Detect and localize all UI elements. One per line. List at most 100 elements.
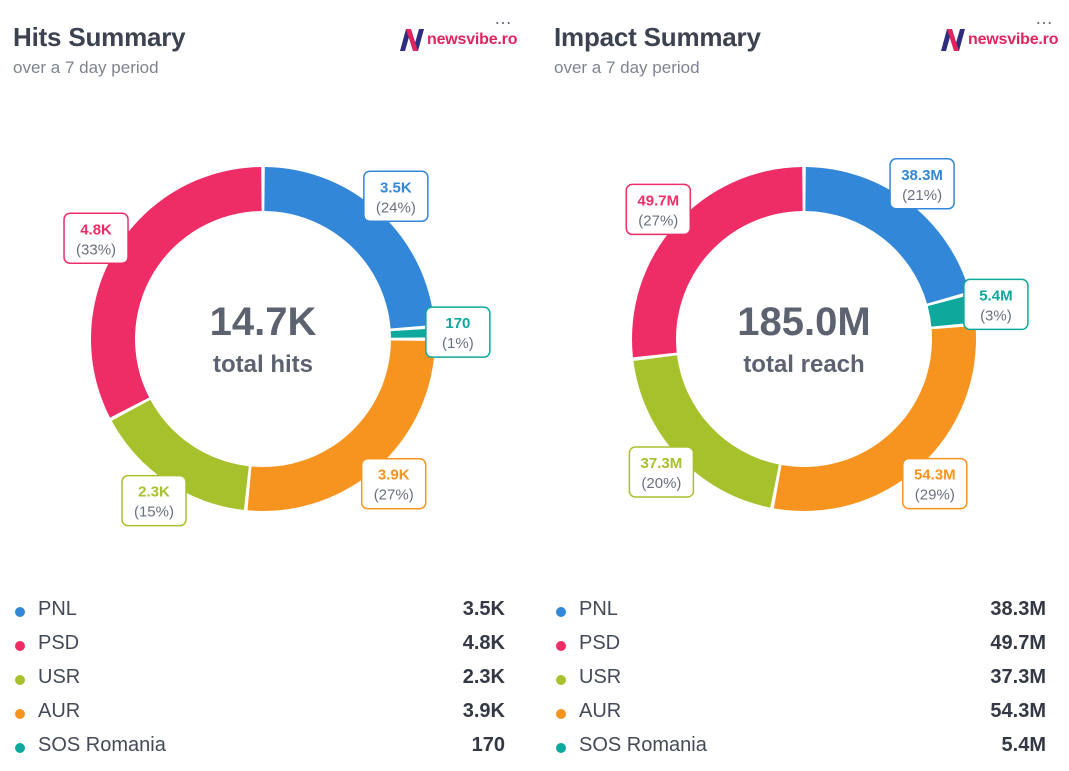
panel-title: Hits Summary: [13, 22, 186, 52]
logo-text: newsvibe.ro: [968, 31, 1059, 48]
data-label-box: [63, 212, 129, 265]
total-hits-label: total hits: [213, 351, 313, 378]
legend-dot-icon: [556, 743, 566, 753]
panel-subtitle: over a 7 day period: [554, 58, 700, 77]
data-label-pnl: 3.5K (24%): [363, 170, 429, 223]
data-label-box: [889, 158, 955, 210]
legend-value: 38.3M: [990, 598, 1046, 620]
data-label-aur: 54.3M (29%): [902, 457, 968, 510]
legend-label: PNL: [579, 598, 618, 620]
data-label-value: 4.8K: [80, 221, 112, 238]
legend-dot-icon: [15, 607, 25, 617]
data-label-value: 5.4M: [979, 287, 1012, 304]
data-label-percent: (24%): [376, 199, 416, 216]
data-label-box: [902, 457, 968, 510]
newsvibe-logo: newsvibe.ro: [939, 26, 1058, 54]
legend-dot-icon: [556, 607, 566, 617]
more-options-icon[interactable]: …: [1035, 8, 1054, 28]
data-label-percent: (3%): [980, 307, 1012, 324]
legend-label: SOS Romania: [38, 734, 166, 756]
legend-value: 37.3M: [990, 666, 1046, 688]
legend-item-pnl[interactable]: PNL 38.3M: [541, 595, 1061, 629]
slice-aur[interactable]: [247, 340, 435, 511]
data-label-aur: 3.9K (27%): [360, 457, 427, 510]
data-label-box: [963, 278, 1029, 331]
legend-label: USR: [579, 666, 622, 688]
impact-summary-panel: Impact Summary over a 7 day period newsv…: [541, 0, 1069, 771]
slice-psd[interactable]: [91, 167, 262, 418]
data-label-value: 54.3M: [914, 467, 956, 484]
legend-value: 3.9K: [462, 700, 505, 722]
data-label-percent: (29%): [915, 487, 955, 504]
data-label-value: 3.5K: [380, 179, 412, 196]
total-hits-value: 14.7K: [210, 300, 317, 344]
more-options-icon[interactable]: …: [494, 8, 513, 28]
legend-label: USR: [38, 666, 81, 688]
legend-item-pnl[interactable]: PNL 3.5K: [0, 595, 520, 629]
legend-item-usr[interactable]: USR 2.3K: [0, 663, 520, 697]
legend-item-sos-romania[interactable]: SOS Romania 170: [0, 731, 520, 765]
data-label-psd: 49.7M (27%): [625, 183, 692, 236]
data-label-pnl: 38.3M (21%): [889, 158, 955, 210]
data-label-percent: (27%): [374, 487, 414, 504]
data-label-value: 38.3M: [901, 167, 943, 184]
slice-usr[interactable]: [111, 399, 249, 510]
slice-usr[interactable]: [633, 355, 779, 508]
data-label-percent: (33%): [76, 241, 116, 258]
slice-sos-romania[interactable]: [390, 328, 435, 338]
legend-dot-icon: [15, 743, 25, 753]
legend-value: 49.7M: [990, 632, 1046, 654]
data-label-percent: (21%): [902, 187, 942, 204]
panel-subtitle: over a 7 day period: [13, 58, 159, 77]
legend-dot-icon: [556, 641, 566, 651]
legend-value: 54.3M: [990, 700, 1046, 722]
legend-dot-icon: [556, 675, 566, 685]
slice-aur[interactable]: [773, 325, 976, 512]
legend-value: 170: [471, 734, 505, 756]
legend-dot-icon: [556, 709, 566, 719]
legend-item-sos-romania[interactable]: SOS Romania 5.4M: [541, 731, 1061, 765]
data-label-sos-romania: 170 (1%): [425, 306, 491, 358]
data-label-percent: (1%): [442, 335, 474, 352]
data-label-value: 170: [445, 315, 470, 332]
legend-label: PSD: [579, 632, 621, 654]
data-label-box: [360, 457, 427, 510]
legend-label: AUR: [579, 700, 622, 722]
legend-item-usr[interactable]: USR 37.3M: [541, 663, 1061, 697]
total-reach-label: total reach: [743, 351, 864, 378]
data-label-box: [121, 474, 187, 527]
legend-item-psd[interactable]: PSD 4.8K: [0, 629, 520, 663]
legend-label: PNL: [38, 598, 77, 620]
panel-title: Impact Summary: [554, 22, 761, 52]
slice-pnl[interactable]: [264, 167, 435, 329]
newsvibe-logo-icon: [400, 29, 424, 51]
legend-value: 5.4M: [1001, 734, 1046, 756]
data-label-usr: 2.3K (15%): [121, 474, 187, 527]
data-label-percent: (20%): [641, 475, 681, 492]
data-label-psd: 4.8K (33%): [63, 212, 129, 265]
data-label-sos-romania: 5.4M (3%): [963, 278, 1029, 331]
slice-pnl[interactable]: [805, 167, 970, 304]
legend-value: 4.8K: [462, 632, 505, 654]
hits-legend: PNL 3.5K PSD 4.8K USR 2.3K AUR 3.9K SOS Romania 1…: [0, 595, 520, 765]
data-label-value: 37.3M: [641, 455, 683, 472]
data-label-value: 2.3K: [138, 484, 170, 501]
data-label-box: [628, 446, 695, 498]
legend-item-psd[interactable]: PSD 49.7M: [541, 629, 1061, 663]
newsvibe-logo: newsvibe.ro: [398, 26, 517, 54]
data-label-usr: 37.3M (20%): [628, 446, 695, 498]
legend-item-aur[interactable]: AUR 54.3M: [541, 697, 1061, 731]
slice-psd[interactable]: [632, 167, 803, 358]
data-label-value: 3.9K: [378, 467, 410, 484]
legend-dot-icon: [15, 709, 25, 719]
legend-value: 2.3K: [462, 666, 505, 688]
legend-item-aur[interactable]: AUR 3.9K: [0, 697, 520, 731]
legend-dot-icon: [15, 675, 25, 685]
data-label-percent: (27%): [638, 212, 678, 229]
hits-donut-chart: 14.7K total hits 3.5K (24%) 170 (1%) 3.9K (27…: [63, 167, 491, 527]
hits-summary-panel: Hits Summary over a 7 day period newsvib…: [0, 0, 530, 771]
data-label-box: [363, 170, 429, 223]
logo-text: newsvibe.ro: [427, 31, 518, 48]
legend-label: SOS Romania: [579, 734, 707, 756]
data-label-box: [425, 306, 491, 358]
